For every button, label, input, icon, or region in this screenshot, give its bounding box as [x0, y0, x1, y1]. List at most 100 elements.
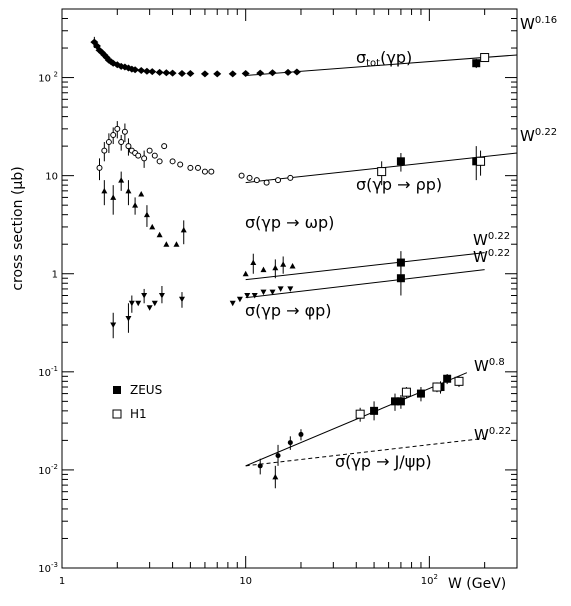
power-label-exp: 0.22	[488, 231, 510, 242]
legend-marker	[112, 409, 122, 419]
data-point	[250, 259, 257, 266]
series-zeus	[370, 58, 481, 421]
curve-label-tot-rest: (γp)	[380, 48, 412, 67]
y-tick-label: 10	[38, 564, 51, 575]
power-label-base: W	[473, 231, 488, 249]
power-label: W0.22	[473, 231, 510, 249]
x-tick-label: 10	[239, 576, 252, 587]
data-point	[101, 187, 108, 194]
legend-entry: ZEUS	[113, 383, 162, 397]
data-point	[277, 286, 284, 292]
data-point	[213, 70, 222, 78]
data-point	[280, 261, 287, 267]
x-tick-label-base: 1	[59, 576, 65, 587]
data-point	[242, 270, 249, 277]
data-point	[208, 168, 215, 175]
y-tick-label-exp: -3	[51, 561, 58, 569]
data-point	[110, 322, 117, 329]
data-point	[377, 167, 387, 177]
data-point	[131, 66, 140, 74]
data-point	[253, 177, 260, 184]
curve-label-tot-sub: tot	[366, 58, 380, 69]
data-point	[443, 374, 452, 383]
y-tick-label-base: 10	[45, 172, 58, 183]
curve-label-omega: σ(γp → ωp)	[245, 213, 334, 232]
power-label-base: W	[473, 248, 488, 266]
data-point	[125, 187, 132, 194]
data-point	[396, 397, 405, 406]
data-point	[142, 67, 151, 75]
data-point	[143, 211, 150, 218]
y-tick-label-base: 1	[52, 270, 58, 281]
data-point	[268, 69, 277, 77]
legend-label: H1	[130, 407, 147, 421]
data-point	[292, 68, 301, 76]
data-point	[151, 300, 158, 307]
series-rho	[96, 121, 294, 186]
curve-label-rho: σ(γp → ρp)	[356, 175, 442, 194]
data-points	[90, 36, 490, 489]
series-h1	[355, 53, 490, 422]
data-point	[229, 300, 236, 307]
data-point	[132, 202, 139, 208]
data-point	[275, 453, 281, 459]
data-point	[178, 296, 185, 303]
curve-label-phi: σ(γp → φp)	[245, 301, 332, 320]
series-jpsi-low	[272, 465, 279, 489]
data-point	[186, 70, 195, 78]
data-point	[251, 292, 258, 299]
data-point	[396, 157, 405, 166]
data-point	[155, 68, 164, 76]
data-point	[151, 152, 158, 159]
y-tick-label-base: 10	[38, 466, 51, 477]
data-point	[396, 274, 405, 283]
curve-label-jpsi: σ(γp → J/ψp)	[335, 452, 432, 471]
data-point	[149, 223, 156, 230]
data-point	[114, 125, 121, 132]
x-axis-title: W (GeV)	[448, 576, 506, 592]
power-label-exp: 0.22	[488, 248, 510, 259]
data-point	[135, 300, 142, 307]
data-point	[187, 164, 194, 171]
data-point	[158, 292, 165, 299]
curve-label-tot: σtot(γp)	[356, 48, 412, 69]
power-label-base: W	[520, 127, 535, 145]
data-point	[141, 292, 148, 299]
data-point	[137, 67, 146, 75]
data-point	[146, 147, 153, 154]
data-point	[125, 315, 132, 322]
data-point	[163, 241, 170, 247]
data-point	[401, 387, 411, 397]
data-point	[246, 174, 253, 181]
data-point	[156, 158, 163, 165]
fit-line-omega	[245, 252, 485, 281]
data-point	[169, 158, 176, 165]
y-tick-label: 10	[45, 172, 58, 183]
data-point	[141, 155, 148, 162]
x-tick-label-base: 10	[421, 576, 434, 587]
data-point	[162, 69, 171, 77]
power-label-exp: 0.22	[489, 426, 511, 437]
data-point	[177, 70, 186, 78]
power-label-base: W	[474, 357, 489, 375]
data-point	[476, 156, 486, 166]
data-point	[269, 289, 276, 296]
data-point	[194, 164, 201, 171]
data-point	[121, 128, 128, 135]
y-tick-label-exp: -2	[51, 463, 58, 471]
power-label-base: W	[520, 15, 535, 33]
data-point	[287, 286, 294, 292]
y-tick-label-base: 10	[38, 564, 51, 575]
data-point	[275, 177, 282, 184]
x-tick-label: 102	[421, 573, 438, 587]
data-point	[105, 139, 112, 146]
data-point	[298, 431, 304, 437]
data-point	[128, 300, 135, 307]
data-point	[168, 69, 177, 77]
x-tick-label-base: 10	[239, 576, 252, 587]
legend-entry: H1	[112, 407, 147, 421]
series-phi	[110, 285, 294, 339]
data-point	[390, 397, 399, 406]
